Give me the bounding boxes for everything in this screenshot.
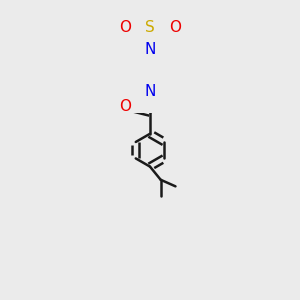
Text: S: S <box>145 20 155 35</box>
Text: O: O <box>119 20 131 35</box>
Text: O: O <box>169 20 181 35</box>
Text: O: O <box>119 99 131 114</box>
Text: N: N <box>144 83 156 98</box>
Text: N: N <box>144 42 156 57</box>
